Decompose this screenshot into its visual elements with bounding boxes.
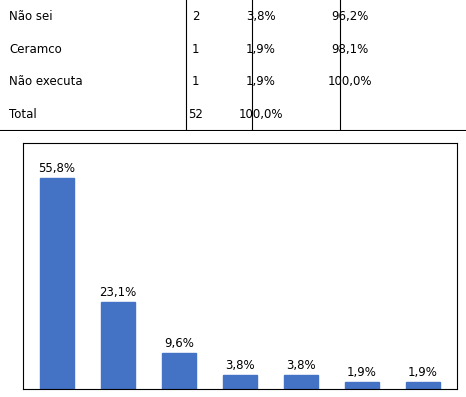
- Text: 23,1%: 23,1%: [99, 285, 137, 299]
- Text: 1,9%: 1,9%: [246, 42, 276, 56]
- Text: Ceramco: Ceramco: [9, 42, 62, 56]
- Text: 100,0%: 100,0%: [239, 108, 283, 121]
- Text: 96,2%: 96,2%: [331, 10, 368, 23]
- Text: Não sei: Não sei: [9, 10, 53, 23]
- Text: 1,9%: 1,9%: [347, 366, 377, 379]
- Text: Não executa: Não executa: [9, 75, 83, 89]
- Text: 2: 2: [192, 10, 199, 23]
- Text: 1,9%: 1,9%: [246, 75, 276, 89]
- Text: 98,1%: 98,1%: [331, 42, 368, 56]
- Text: 1: 1: [192, 42, 199, 56]
- Bar: [345, 382, 379, 389]
- Text: 55,8%: 55,8%: [38, 162, 75, 175]
- Text: 3,8%: 3,8%: [246, 10, 276, 23]
- Bar: [40, 178, 74, 389]
- Text: 9,6%: 9,6%: [164, 337, 194, 350]
- Bar: [406, 382, 440, 389]
- Bar: [223, 375, 257, 389]
- Bar: [101, 302, 135, 389]
- Text: 3,8%: 3,8%: [286, 358, 316, 372]
- Text: 3,8%: 3,8%: [225, 358, 255, 372]
- Text: 100,0%: 100,0%: [327, 75, 372, 89]
- Text: Total: Total: [9, 108, 37, 121]
- Text: 52: 52: [188, 108, 203, 121]
- Text: 1: 1: [192, 75, 199, 89]
- Bar: [162, 353, 196, 389]
- Bar: [284, 375, 318, 389]
- Text: 1,9%: 1,9%: [408, 366, 438, 379]
